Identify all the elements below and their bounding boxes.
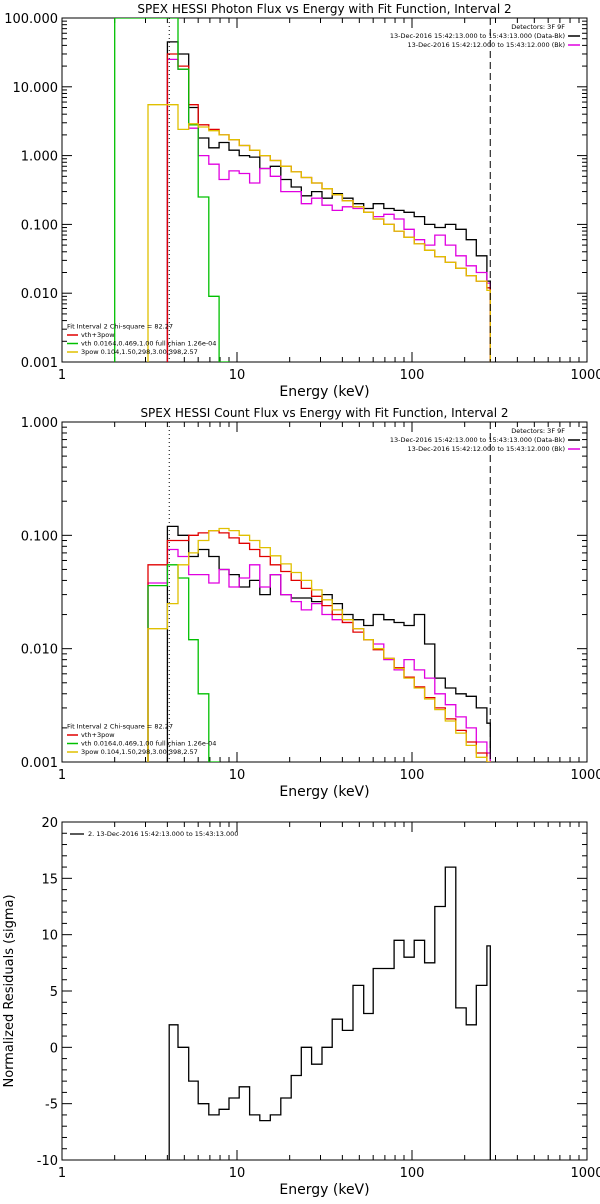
x-tick-label: 1 [58,368,66,383]
x-tick-label: 100 [400,1166,425,1181]
legend-bottom-left-text: Fit Interval 2 Chi-square = 82.27 [67,723,173,731]
legend-bottom-left-text: vth+3pow [81,731,115,739]
y-tick-label: 0.010 [21,643,58,658]
y-axis-label: Normalized Residuals (sigma) [2,894,17,1087]
plot-frame [61,17,588,363]
legend-top-left-text: 2. 13-Dec-2016 15:42:13.000 to 15:43:13.… [88,830,238,838]
legend-bottom-left-text: vth 0.0164,0.469,1.00 full chian 1.26e-0… [81,740,216,748]
chart-panel-2: 1 10 100 1000 0.001 0.010 0.100 1.000 SPEX HESSI… [21,406,600,800]
y-tick-label: 15 [41,872,58,887]
legend-top-right-text: Detectors: 3F 9F [511,427,565,435]
x-axis-label: Energy (keV) [279,384,369,400]
chart-title: SPEX HESSI Count Flux vs Energy with Fit… [140,406,508,420]
series-line-3 [147,529,491,762]
x-tick-label: 10 [229,1166,246,1181]
legend-top-right-text: 13-Dec-2016 15:42:13.000 to 15:43:13.000… [390,436,565,444]
y-tick-label: 0.100 [21,529,58,544]
series-group [114,18,491,362]
x-tick-label: 100 [400,768,425,783]
x-tick-label: 10 [229,768,246,783]
legend-top-right-text: Detectors: 3F 9F [511,23,565,31]
series-line-2 [166,58,491,362]
x-axis-label: Energy (keV) [279,784,369,800]
series-group [168,866,491,1160]
legend-bottom-left-text: Fit Interval 2 Chi-square = 82.27 [67,323,173,331]
plot-frame [61,821,588,1161]
y-tick-label: 0.001 [21,356,58,371]
x-tick-label: 1000 [570,768,600,783]
y-tick-label: -10 [37,1154,58,1169]
y-tick-label: 5 [50,985,58,1000]
y-tick-label: 0 [50,1041,58,1056]
x-tick-label: 10 [229,368,246,383]
series-group [147,525,491,762]
legend-bottom-left-text: vth+3pow [81,331,115,339]
y-tick-label: 0.001 [21,756,58,771]
legend-bottom-left-text: 3pow 0.104,1.50,298,3.00,398,2.57 [81,348,198,356]
y-tick-label: 100.000 [4,12,58,27]
x-tick-label: 1 [58,768,66,783]
legend-top-right-text: 13-Dec-2016 15:42:12.000 to 15:43:12.000… [408,41,566,49]
series-line-1 [168,866,491,1160]
series-line-4 [147,564,220,762]
y-tick-label: 0.010 [21,287,58,302]
x-tick-label: 1000 [570,1166,600,1181]
series-line-1 [166,525,491,762]
x-tick-label: 100 [400,368,425,383]
y-tick-label: 10.000 [13,81,59,96]
y-tick-label: 1.000 [21,416,58,431]
y-tick-label: 20 [41,816,58,831]
legend-top-right-text: 13-Dec-2016 15:42:12.000 to 15:43:12.000… [408,445,566,453]
y-tick-label: 0.100 [21,218,58,233]
series-line-4 [114,18,230,362]
y-tick-label: 10 [41,929,58,944]
series-line-5 [147,527,491,762]
legend-bottom-left-text: vth 0.0164,0.469,1.00 full chian 1.26e-0… [81,340,216,348]
x-axis-label: Energy (keV) [279,1182,369,1198]
series-line-2 [147,548,491,762]
chart-panel-1: 1 10 100 1000 0.001 0.010 0.100 1.000 10.000 100.… [4,2,600,400]
y-tick-label: 1.000 [21,150,58,165]
y-tick-label: -5 [45,1098,58,1113]
x-tick-label: 1000 [570,368,600,383]
series-line-1 [166,41,491,362]
chart-title: SPEX HESSI Photon Flux vs Energy with Fi… [137,2,511,16]
plot-frame [61,421,588,763]
legend-top-right-text: 13-Dec-2016 15:42:13.000 to 15:43:13.000… [390,32,565,40]
series-line-3 [166,53,491,362]
legend-bottom-left-text: 3pow 0.104,1.50,298,3.00,398,2.57 [81,748,198,756]
chart-panel-3: 1 10 100 1000 -10 -5 0 5 10 15 20 Energy (keV) Norma… [2,816,600,1198]
series-line-5 [147,104,491,362]
x-tick-label: 1 [58,1166,66,1181]
